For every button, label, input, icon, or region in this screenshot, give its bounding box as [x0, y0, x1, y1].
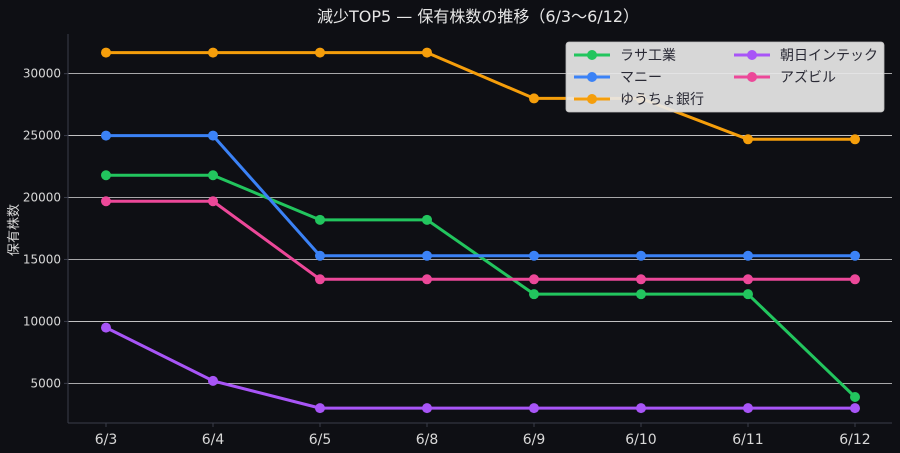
data-point [101, 47, 111, 58]
axes: 5000 10000 15000 20000 25000 30000 6/3 6/4 6/5 6/… [23, 34, 892, 448]
x-tick-label: 6/12 [839, 432, 870, 448]
legend-label: アズビル [780, 70, 836, 86]
legend-item: ゆうちょ銀行 [574, 92, 704, 108]
data-point [208, 375, 218, 386]
series-3 [101, 322, 860, 414]
series-4 [101, 196, 860, 285]
y-tick-label: 20000 [23, 191, 61, 205]
legend-item: アズビル [734, 70, 836, 86]
legend-label: 朝日インテック [780, 48, 878, 64]
data-point [850, 391, 860, 402]
data-point [315, 214, 325, 225]
data-point [208, 130, 218, 141]
data-point [743, 274, 753, 285]
series-line [106, 173, 857, 399]
data-point [315, 47, 325, 58]
x-tick-label: 6/5 [309, 432, 332, 448]
data-point [636, 250, 646, 261]
legend-swatch-marker [747, 50, 757, 60]
data-point [529, 289, 539, 300]
x-tick-label: 6/11 [732, 432, 763, 448]
data-point [101, 170, 111, 181]
plot-series [101, 47, 860, 414]
data-point [743, 289, 753, 300]
data-point [208, 47, 218, 58]
y-tick-label: 5000 [30, 376, 61, 390]
y-tick-label: 30000 [23, 67, 61, 81]
chart-title: 減少TOP5 — 保有株数の推移（6/3〜6/12） [317, 7, 639, 26]
data-point [529, 274, 539, 285]
data-point [529, 403, 539, 414]
data-point [636, 403, 646, 414]
data-point [315, 403, 325, 414]
data-point [529, 250, 539, 261]
data-point [636, 274, 646, 285]
legend-swatch-marker [747, 72, 757, 82]
data-point [743, 134, 753, 145]
legend-item: ラサ工業 [574, 48, 676, 64]
legend-swatch-marker [587, 50, 597, 60]
y-tick-label: 25000 [23, 129, 61, 143]
series-line [106, 134, 855, 258]
legend-label: マニー [620, 70, 662, 86]
data-point [315, 274, 325, 285]
data-point [850, 134, 860, 145]
data-point [422, 250, 432, 261]
data-point [850, 250, 860, 261]
y-tick-label: 15000 [23, 252, 61, 266]
series-line [105, 326, 855, 410]
legend-swatch-marker [587, 72, 597, 82]
series-line [106, 51, 855, 141]
data-point [743, 403, 753, 414]
x-tick-label: 6/4 [202, 432, 225, 448]
data-point [743, 250, 753, 261]
x-tick-label: 6/10 [625, 432, 656, 448]
legend-label: ゆうちょ銀行 [620, 92, 704, 108]
legend-box [565, 41, 885, 113]
data-point [636, 289, 646, 300]
series-1 [101, 130, 860, 261]
data-point [101, 322, 111, 333]
x-tick-label: 6/3 [95, 432, 118, 448]
data-point [101, 196, 111, 207]
data-point [101, 130, 111, 141]
data-point [422, 403, 432, 414]
legend-label: ラサ工業 [620, 48, 676, 64]
x-tick-label: 6/9 [523, 432, 546, 448]
x-tick-label: 6/8 [416, 432, 439, 448]
data-point [208, 170, 218, 181]
data-point [315, 250, 325, 261]
data-point [529, 93, 539, 104]
legend-item: マニー [574, 70, 662, 86]
data-point [208, 196, 218, 207]
series-line [106, 199, 855, 281]
grid-lines [68, 73, 892, 384]
data-point [850, 403, 860, 414]
y-axis-label: 保有株数 [7, 204, 22, 256]
data-point [422, 47, 432, 58]
legend-swatch-marker [587, 94, 597, 104]
data-point [850, 274, 860, 285]
legend-item: 朝日インテック [734, 48, 878, 64]
data-point [422, 274, 432, 285]
y-tick-label: 10000 [23, 314, 61, 328]
data-point [422, 214, 432, 225]
